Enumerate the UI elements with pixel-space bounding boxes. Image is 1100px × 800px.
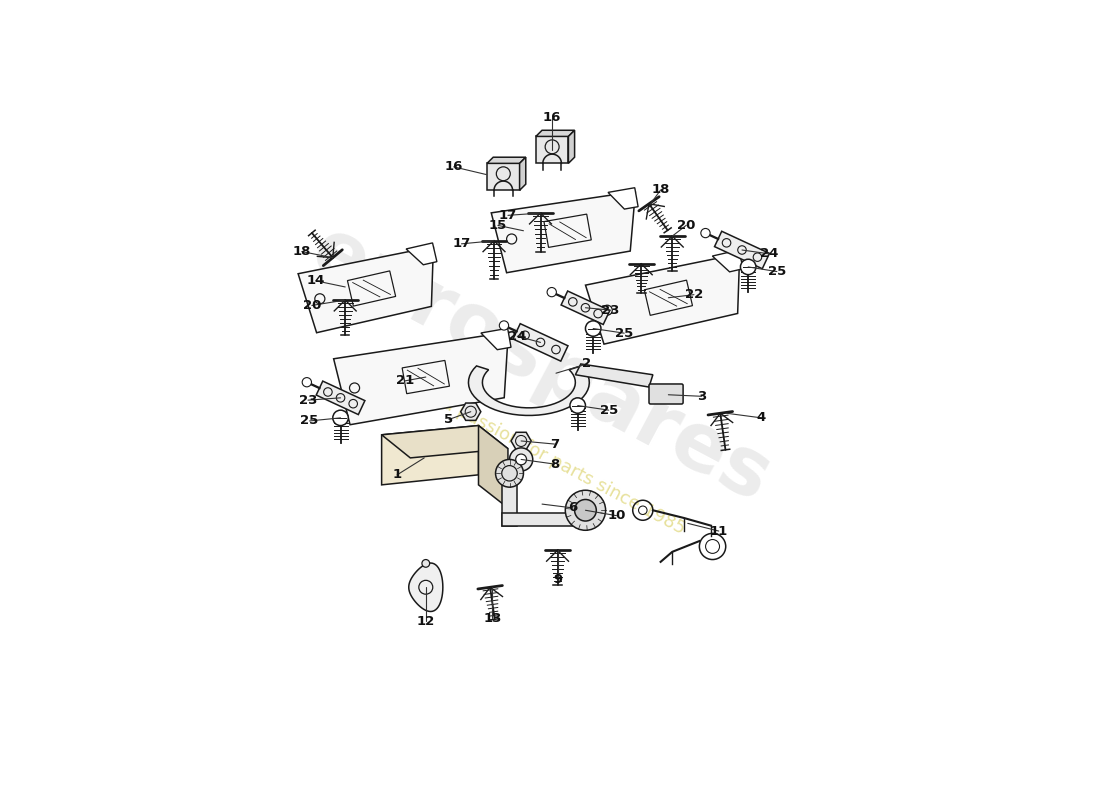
Text: 17: 17 [498, 209, 517, 222]
Text: 16: 16 [444, 160, 463, 174]
Text: 4: 4 [757, 411, 766, 424]
Text: 2: 2 [582, 358, 592, 370]
Polygon shape [406, 243, 437, 265]
Polygon shape [316, 381, 365, 414]
Circle shape [570, 398, 585, 414]
Text: 22: 22 [685, 288, 703, 301]
Text: 9: 9 [553, 573, 562, 586]
Circle shape [701, 229, 711, 238]
FancyBboxPatch shape [649, 384, 683, 404]
Polygon shape [536, 137, 569, 163]
Text: 18: 18 [651, 183, 670, 197]
Circle shape [516, 454, 527, 465]
Text: 7: 7 [550, 438, 559, 450]
Text: 5: 5 [444, 413, 453, 426]
Text: 8: 8 [550, 458, 559, 470]
Text: 3: 3 [697, 390, 706, 403]
Circle shape [565, 490, 606, 530]
Text: 16: 16 [543, 111, 561, 124]
Polygon shape [409, 563, 443, 611]
Polygon shape [478, 426, 508, 508]
Text: 15: 15 [488, 219, 507, 232]
Text: 17: 17 [452, 238, 471, 250]
Polygon shape [502, 474, 517, 526]
Circle shape [499, 321, 508, 330]
Text: 20: 20 [676, 219, 695, 232]
Text: 12: 12 [417, 614, 434, 628]
Polygon shape [487, 163, 519, 190]
Polygon shape [561, 291, 609, 325]
Circle shape [422, 559, 430, 567]
Polygon shape [382, 426, 508, 458]
Text: 14: 14 [307, 274, 324, 287]
Text: 18: 18 [293, 245, 311, 258]
Polygon shape [575, 364, 653, 387]
Text: 25: 25 [600, 404, 618, 417]
Text: 20: 20 [302, 299, 321, 312]
Polygon shape [487, 158, 526, 163]
Text: 10: 10 [607, 509, 626, 522]
Polygon shape [492, 191, 636, 273]
Text: 21: 21 [396, 374, 414, 387]
Text: 25: 25 [615, 326, 634, 340]
Text: 24: 24 [760, 247, 779, 260]
Text: 25: 25 [768, 265, 786, 278]
Polygon shape [536, 130, 574, 137]
Text: eurospares: eurospares [297, 211, 783, 519]
Polygon shape [461, 403, 481, 420]
Circle shape [547, 287, 557, 297]
Polygon shape [608, 188, 638, 209]
Polygon shape [513, 324, 568, 361]
Text: 25: 25 [300, 414, 319, 427]
Text: a passion for parts since 1985: a passion for parts since 1985 [439, 394, 689, 538]
Polygon shape [715, 231, 770, 269]
Polygon shape [481, 328, 512, 350]
Polygon shape [333, 332, 508, 425]
Circle shape [509, 448, 532, 471]
Polygon shape [382, 426, 478, 485]
Circle shape [302, 378, 311, 387]
Polygon shape [502, 514, 583, 526]
Polygon shape [519, 158, 526, 190]
Polygon shape [585, 254, 739, 344]
Circle shape [585, 321, 601, 336]
Text: 23: 23 [601, 303, 619, 317]
Circle shape [740, 259, 756, 274]
Polygon shape [512, 432, 531, 450]
Circle shape [495, 459, 524, 487]
Circle shape [574, 499, 596, 521]
Text: 23: 23 [299, 394, 317, 406]
Polygon shape [469, 366, 590, 415]
Polygon shape [569, 130, 574, 163]
Polygon shape [713, 250, 744, 272]
Text: 24: 24 [508, 330, 527, 342]
Text: 13: 13 [483, 611, 502, 625]
Text: 1: 1 [393, 468, 402, 482]
Circle shape [333, 410, 349, 426]
Text: 11: 11 [710, 525, 728, 538]
Polygon shape [298, 246, 433, 333]
Text: 6: 6 [569, 502, 578, 514]
